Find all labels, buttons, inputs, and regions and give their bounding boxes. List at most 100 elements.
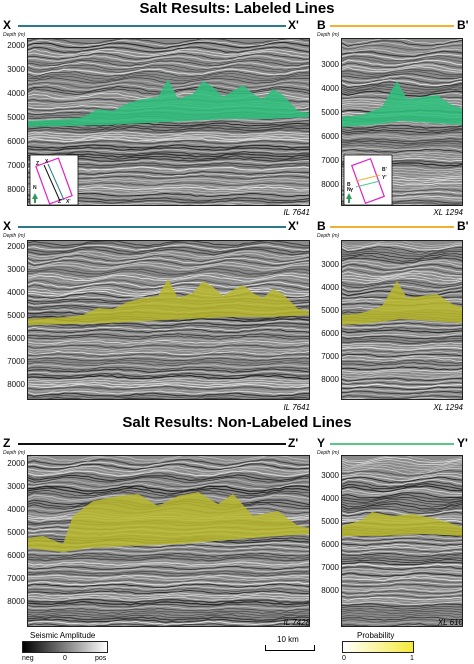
seismic-reflector xyxy=(342,386,462,391)
seismic-reflector xyxy=(28,605,309,610)
seismic-reflector xyxy=(342,561,462,566)
seismic-reflector xyxy=(28,261,309,269)
seismic-reflector xyxy=(342,57,462,64)
seismic-reflector xyxy=(28,346,309,351)
depth-tick-label: 7000 xyxy=(7,574,25,583)
seismic-reflector xyxy=(342,255,462,262)
seismic-reflector xyxy=(28,570,309,575)
seismic-reflector xyxy=(28,614,309,619)
seismic-reflector xyxy=(342,576,462,582)
seismic-reflector xyxy=(28,481,309,488)
seismic-reflector xyxy=(342,583,462,588)
seismic-reflector xyxy=(28,342,309,347)
seismic-reflector xyxy=(342,346,462,351)
seismic-reflector xyxy=(28,568,309,573)
section-end-label: Y' xyxy=(457,436,468,450)
seismic-reflector xyxy=(342,379,462,384)
seismic-reflector xyxy=(28,467,309,475)
seismic-panel-xx-labeled: Z X X' Z' N xyxy=(27,38,310,206)
seismic-reflector xyxy=(342,77,462,84)
probability-colorbar xyxy=(342,641,414,653)
depth-tick-label: 4000 xyxy=(321,494,339,503)
seismic-reflector xyxy=(342,490,462,497)
seismic-reflector xyxy=(342,550,462,555)
seismic-reflector xyxy=(28,359,309,364)
seismic-reflector xyxy=(342,53,462,61)
seismic-reflector xyxy=(342,603,462,608)
seismic-reflector xyxy=(342,470,462,477)
depth-unit-label: Depth (m) xyxy=(3,233,26,239)
seismic-reflector xyxy=(342,606,462,610)
seismic-reflector xyxy=(342,566,462,571)
seismic-reflector xyxy=(342,487,462,495)
seismic-reflector xyxy=(28,272,309,280)
seismic-reflector xyxy=(342,246,462,253)
seismic-reflector xyxy=(28,552,309,557)
inset-label: N xyxy=(347,187,351,193)
seismic-reflector xyxy=(342,594,462,599)
section-end-label: Z' xyxy=(288,436,299,450)
seismic-reflector xyxy=(342,621,462,625)
seismic-reflector xyxy=(28,616,309,622)
seismic-reflector xyxy=(342,598,462,603)
seismic-reflector xyxy=(28,491,309,499)
seismic-reflector xyxy=(391,204,427,205)
seismic-reflector xyxy=(342,456,462,462)
seismic-reflector xyxy=(28,270,309,278)
seismic-reflector xyxy=(342,614,462,619)
seismic-reflector xyxy=(28,565,309,570)
section-end-label: B' xyxy=(457,219,469,233)
seismic-reflector xyxy=(28,581,309,586)
seismic-reflector xyxy=(28,58,309,64)
seismic-reflector xyxy=(342,546,462,551)
b-line xyxy=(355,174,381,182)
seismic-reflector xyxy=(28,53,309,60)
seismic-reflector xyxy=(28,555,309,559)
seismic-reflector xyxy=(342,612,462,616)
seismic-reflector xyxy=(28,350,309,356)
seismic-reflector xyxy=(342,601,462,606)
seismic-reflector xyxy=(342,66,462,73)
depth-tick-label: 5000 xyxy=(321,306,339,315)
seismic-reflector xyxy=(342,465,462,473)
z-line xyxy=(43,164,61,202)
colorbar-tick: pos xyxy=(95,655,107,662)
seismic-reflector xyxy=(28,472,309,479)
section-line-right xyxy=(330,443,454,445)
seismic-reflector xyxy=(342,397,459,399)
depth-tick-label: 3000 xyxy=(321,471,339,480)
seismic-reflector xyxy=(342,570,462,575)
seismic-reflector xyxy=(28,494,309,501)
seismic-reflector xyxy=(342,137,462,143)
seismic-reflector xyxy=(28,561,309,567)
seismic-reflector xyxy=(342,548,462,553)
seismic-reflector xyxy=(342,339,462,345)
seismic-reflector xyxy=(28,335,309,340)
seismic-reflector xyxy=(342,353,462,358)
seismic-reflector xyxy=(342,475,462,481)
inset-label: X' xyxy=(66,199,71,205)
seismic-reflector xyxy=(342,579,462,584)
seismic-reflector xyxy=(28,39,309,47)
salt-body xyxy=(342,512,462,536)
seismic-reflector xyxy=(28,485,309,493)
seismic-reflector xyxy=(28,50,309,58)
north-arrow xyxy=(346,193,352,199)
seismic-reflector xyxy=(28,363,309,369)
seismic-reflector xyxy=(342,68,462,76)
seismic-reflector xyxy=(28,385,309,391)
title-non-labeled-lines: Salt Results: Non-Labeled Lines xyxy=(122,414,352,431)
seismic-reflector xyxy=(28,362,309,366)
depth-tick-label: 3000 xyxy=(321,60,339,69)
seismic-reflector xyxy=(342,370,462,375)
seismic-reflector xyxy=(28,274,309,282)
seismic-reflector xyxy=(342,492,462,499)
scale-bar-graphic xyxy=(265,645,315,651)
seismic-reflector xyxy=(342,124,462,129)
seismic-reflector xyxy=(28,550,309,555)
seismic-reflector xyxy=(342,502,462,510)
depth-tick-label: 8000 xyxy=(7,597,25,606)
seismic-reflector xyxy=(342,500,462,508)
seismic-reflector xyxy=(342,467,462,475)
seismic-reflector xyxy=(342,456,462,464)
